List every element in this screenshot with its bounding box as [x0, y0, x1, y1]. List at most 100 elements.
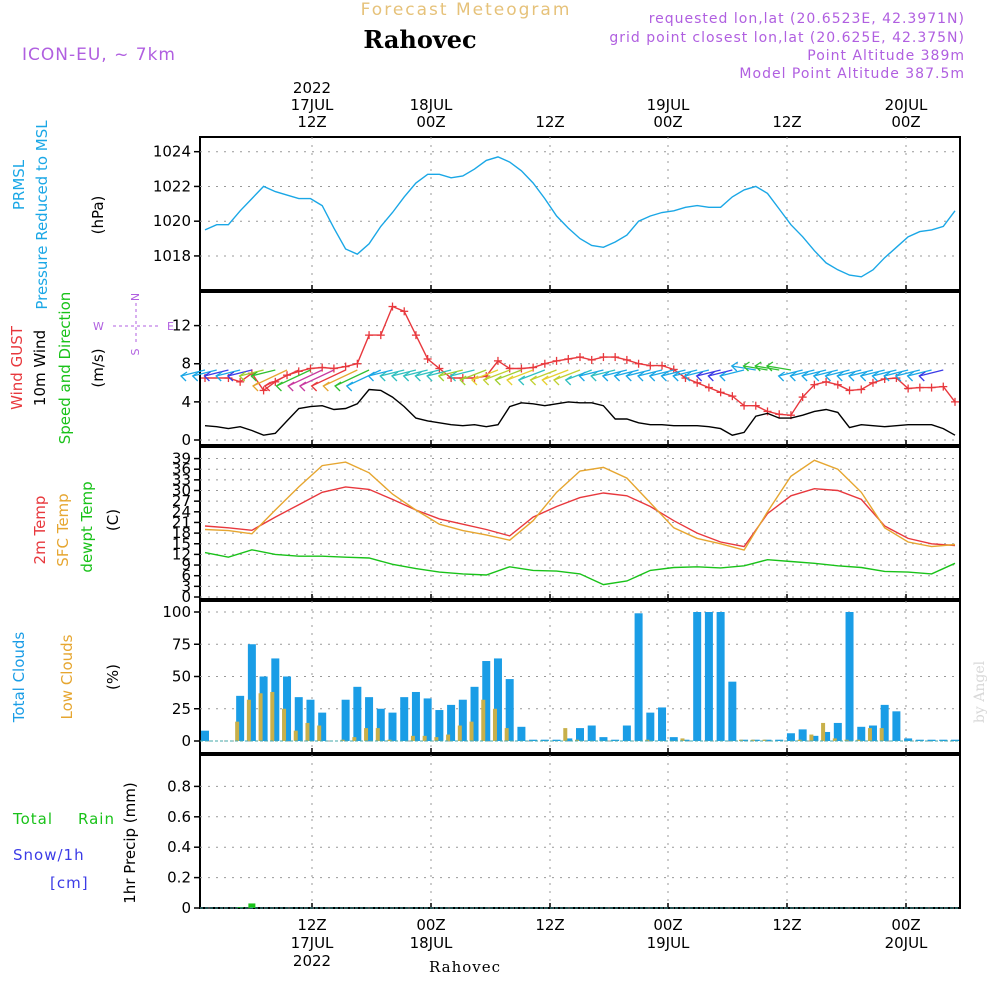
y-tick-label: 0: [181, 899, 191, 917]
time-label: 12Z: [772, 916, 801, 934]
bar-low-clouds: [446, 735, 450, 741]
wind-arrow-head: [566, 376, 572, 385]
y-tick-label: 1022: [153, 177, 191, 195]
wind-arrow-head: [507, 376, 513, 385]
wind-arrow-head: [300, 382, 306, 391]
bar-total-clouds: [892, 711, 900, 741]
bar-total-clouds: [424, 698, 432, 741]
bar-low-clouds: [434, 737, 438, 741]
wind-arrow-head: [181, 372, 187, 381]
wind-arrow-head: [542, 376, 548, 385]
compass-s: S: [129, 348, 142, 355]
y-tick-label: 4: [181, 393, 191, 411]
footer-station: Rahovec: [429, 958, 501, 976]
wind-arrow-head: [779, 372, 785, 381]
time-label: 00Z: [891, 113, 920, 131]
wind10-label: 10m Wind: [31, 330, 49, 406]
y-tick-label: 39: [172, 450, 191, 468]
bar-total-clouds: [576, 728, 584, 741]
wind-arrow-head: [323, 382, 329, 391]
wind-arrow: [566, 370, 592, 380]
bar-low-clouds: [493, 709, 497, 741]
bar-low-clouds: [821, 723, 825, 741]
time-label: 18JUL: [410, 934, 453, 952]
snow-label: Snow/1h: [13, 846, 85, 864]
bar-low-clouds: [352, 737, 356, 741]
y-tick-label: 75: [172, 635, 191, 653]
y-tick-label: 12: [172, 317, 191, 335]
bar-total-clouds: [787, 733, 795, 741]
series-line-2m-temp: [205, 487, 955, 547]
pressure-panel: 1018 1020 1022 1024: [153, 137, 960, 290]
bar-low-clouds: [880, 728, 884, 741]
compass-icon: N S W E: [93, 293, 174, 356]
bar-low-clouds: [364, 728, 368, 741]
bar-total-clouds: [400, 697, 408, 741]
wind-gust-label: Wind GUST: [8, 325, 26, 410]
bar-total-clouds: [435, 710, 443, 741]
panel-frame: [200, 137, 960, 290]
bar-total-clouds: [658, 707, 666, 741]
series-line-10m-wind: [205, 390, 955, 436]
time-label: 12Z: [297, 113, 326, 131]
bar-total-clouds: [693, 612, 701, 741]
wind-arrow-head: [519, 376, 525, 385]
bar-total-clouds: [705, 612, 713, 741]
low-clouds-label: Low Clouds: [58, 634, 76, 719]
compass-w: W: [93, 320, 104, 333]
time-label: 19JUL: [647, 934, 690, 952]
bar-total-clouds: [846, 612, 854, 741]
bar-low-clouds: [505, 728, 509, 741]
bar-total-clouds: [599, 737, 607, 741]
clouds-panel: 0255075100: [162, 601, 960, 753]
wind-arrow-head: [579, 372, 585, 381]
y-tick-label: 1024: [153, 143, 191, 161]
bar-total-clouds: [635, 613, 643, 741]
bar-low-clouds: [563, 728, 567, 741]
time-label: 12Z: [535, 113, 564, 131]
y-tick-label: 1018: [153, 247, 191, 265]
pressure-msl-label: Pressure Reduced to MSL: [33, 120, 51, 310]
sfc-temp-label: SFC Temp: [54, 493, 72, 566]
snow-unit: [cm]: [50, 874, 89, 892]
y-tick-label: 25: [172, 700, 191, 718]
y-tick-label: 0.4: [167, 838, 191, 856]
dewpt-label: dewpt Temp: [78, 481, 96, 572]
total-rain-label: Total: [12, 810, 53, 828]
model-label: ICON-EU, ~ 7km: [22, 45, 176, 65]
time-label: 00Z: [416, 113, 445, 131]
bar-low-clouds: [235, 722, 239, 741]
time-label: 17JUL: [291, 96, 334, 114]
precip-unit: 1hr Precip (mm): [121, 782, 139, 903]
wind-arrow-head: [484, 376, 490, 385]
rain-label: Rain: [78, 810, 115, 828]
bar-low-clouds: [259, 693, 263, 741]
y-tick-label: 1020: [153, 212, 191, 230]
wind-unit: (m/s): [89, 348, 107, 387]
top-time-axis: 202217JUL12Z18JUL00Z 12Z19JUL00Z 12Z20JUL0…: [291, 79, 928, 131]
bar-total-clouds: [623, 726, 631, 741]
point-altitude: Point Altitude 389m: [807, 48, 965, 64]
series-line-dewpt-temp: [205, 550, 955, 585]
time-label: 18JUL: [410, 96, 453, 114]
bar-low-clouds: [247, 700, 251, 741]
bar-total-clouds: [717, 612, 725, 741]
wind-arrow-head: [495, 376, 501, 385]
forecast-title: Forecast Meteogram: [361, 0, 572, 20]
bar-low-clouds: [294, 731, 298, 741]
bar-low-clouds: [282, 709, 286, 741]
model-altitude: Model Point Altitude 387.5m: [739, 66, 965, 82]
time-label: 00Z: [891, 916, 920, 934]
requested-location: requested lon,lat (20.6523E, 42.3971N): [649, 11, 965, 27]
bar-low-clouds: [423, 736, 427, 741]
bar-total-clouds: [588, 726, 596, 741]
y-tick-label: 0.2: [167, 869, 191, 887]
bar-total-clouds: [799, 729, 807, 741]
time-label: 12Z: [772, 113, 801, 131]
bar-low-clouds: [376, 728, 380, 741]
precip-panel: 0 0.2 0.4 0.6 0.8: [167, 755, 960, 917]
bar-total-clouds: [646, 713, 654, 741]
time-label: 12Z: [297, 916, 326, 934]
compass-n: N: [129, 293, 142, 301]
bar-total-clouds: [342, 700, 350, 741]
